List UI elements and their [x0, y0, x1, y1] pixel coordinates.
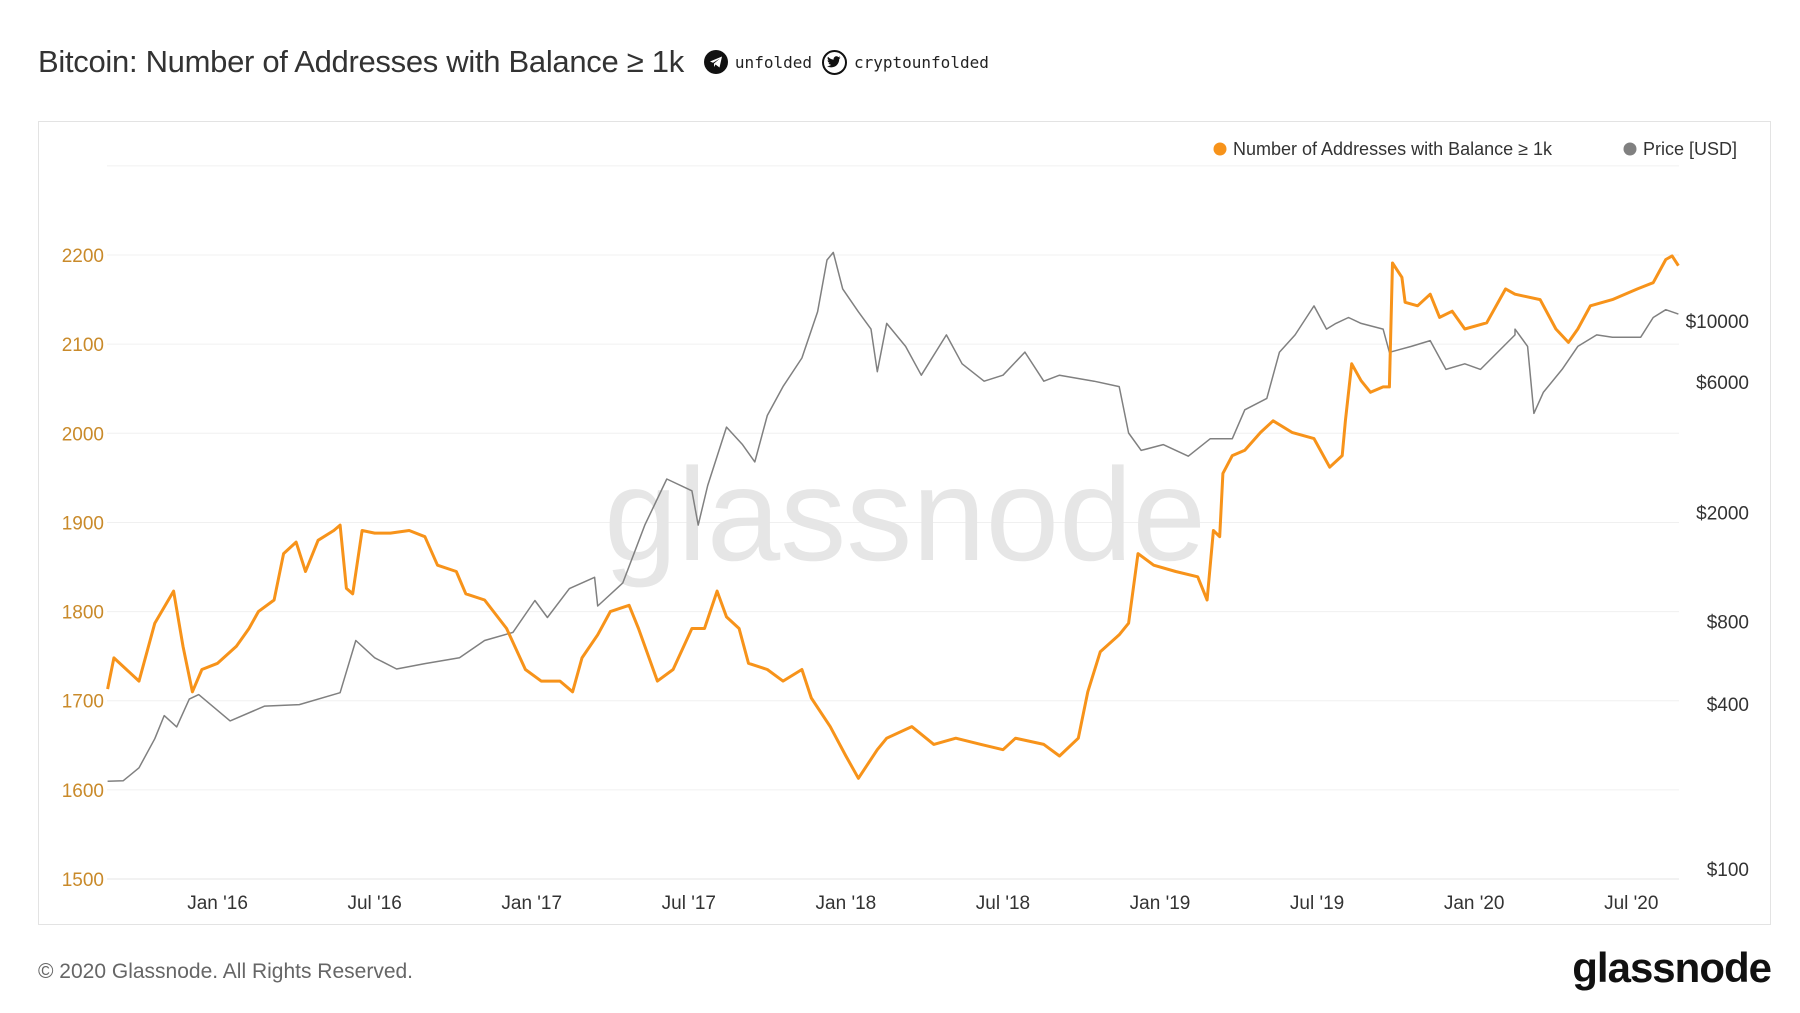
x-axis-tick-label: Jan '17	[501, 893, 562, 914]
x-axis-tick-label: Jan '20	[1444, 893, 1505, 914]
x-axis-tick-label: Jul '18	[976, 893, 1030, 914]
x-axis-tick-label: Jul '19	[1290, 893, 1344, 914]
social-links: unfolded cryptounfolded	[703, 49, 999, 75]
right-axis-tick-label: $10000	[1686, 312, 1749, 333]
left-axis-tick-label: 1800	[62, 603, 104, 624]
left-axis-tick-label: 1900	[62, 513, 104, 534]
right-axis-tick-label: $400	[1707, 695, 1749, 716]
chart-container	[38, 121, 1771, 925]
telegram-handle[interactable]: unfolded	[734, 52, 812, 72]
series-lines	[106, 251, 1680, 783]
right-axis-tick-label: $2000	[1696, 504, 1749, 525]
gridlines	[107, 165, 1679, 880]
glassnode-logo[interactable]: glassnode	[1572, 944, 1772, 991]
left-axis-tick-label: 2200	[62, 246, 104, 267]
right-axis-tick-label: $100	[1707, 860, 1749, 881]
left-axis-tick-label: 2100	[62, 335, 104, 356]
copyright: © 2020 Glassnode. All Rights Reserved.	[38, 960, 414, 983]
x-axis-tick-label: Jul '16	[347, 893, 401, 914]
twitter-icon	[821, 49, 847, 75]
price-series-line	[107, 251, 1679, 783]
x-axis-tick-label: Jan '19	[1130, 893, 1191, 914]
x-axis-tick-label: Jul '20	[1604, 893, 1658, 914]
left-axis-tick-label: 1500	[62, 870, 104, 891]
twitter-handle[interactable]: cryptounfolded	[853, 52, 989, 72]
header: Bitcoin: Number of Addresses with Balanc…	[38, 44, 999, 80]
legend-label[interactable]: Price [USD]	[1643, 139, 1737, 159]
right-axis-tick-label: $800	[1707, 613, 1749, 634]
watermark: glassnode	[604, 441, 1206, 588]
left-axis-tick-label: 1700	[62, 692, 104, 713]
axis-ticks: 1500 1600 1700 1800 1900 2000 2100 2200 $100 $400…	[62, 246, 1749, 914]
x-axis-tick-label: Jan '18	[816, 893, 877, 914]
x-axis-tick-label: Jan '16	[187, 893, 248, 914]
legend: Number of Addresses with Balance ≥ 1k Pri…	[1213, 139, 1737, 159]
legend-marker-icon	[1623, 142, 1637, 156]
legend-label[interactable]: Number of Addresses with Balance ≥ 1k	[1233, 139, 1553, 159]
x-axis-tick-label: Jul '17	[662, 893, 716, 914]
addresses-series-line	[106, 254, 1680, 780]
left-axis-tick-label: 2000	[62, 424, 104, 445]
left-axis-tick-label: 1600	[62, 781, 104, 802]
right-axis-tick-label: $6000	[1696, 373, 1749, 394]
legend-marker-icon	[1213, 142, 1227, 156]
telegram-icon	[703, 50, 728, 74]
chart-title: Bitcoin: Number of Addresses with Balanc…	[38, 44, 684, 79]
